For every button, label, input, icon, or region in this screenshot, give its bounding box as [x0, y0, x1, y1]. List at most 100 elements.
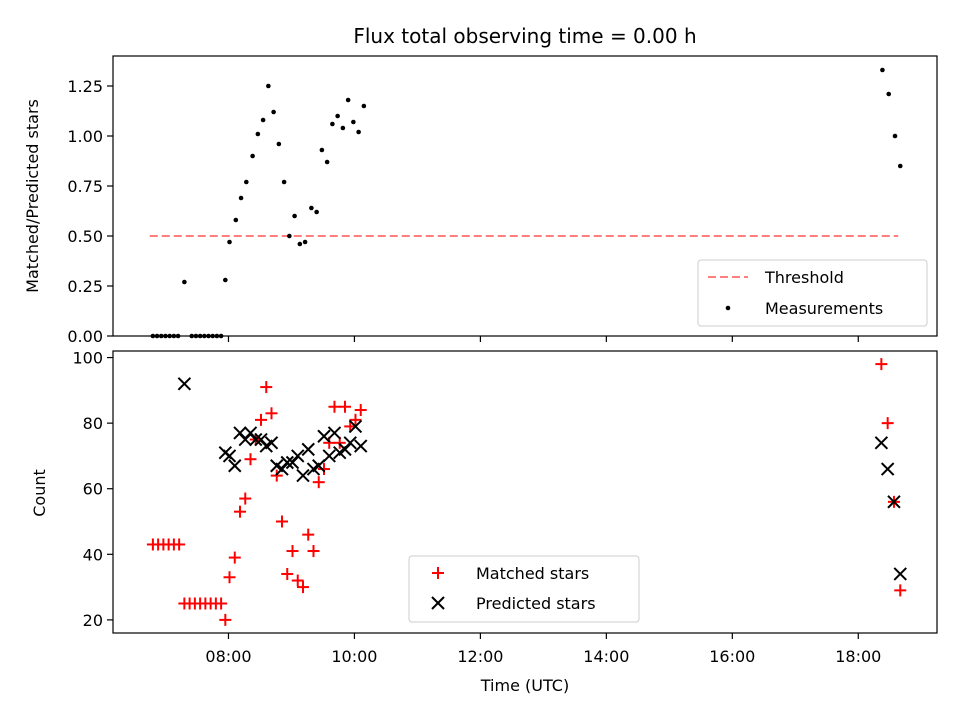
measurement-point — [271, 109, 276, 115]
measurement-point — [158, 333, 164, 339]
measurements-legend-label: Measurements — [765, 299, 883, 318]
y-tick-label: 0.25 — [67, 277, 103, 296]
matched-stars-point — [291, 574, 304, 587]
measurement-point — [167, 333, 172, 339]
ratio-plot-area — [149, 67, 903, 339]
count-y-axis-label: Count — [30, 469, 49, 517]
matched-stars-point — [302, 528, 315, 541]
matched-stars-point — [307, 545, 320, 558]
measurement-point — [214, 333, 220, 339]
ratio-y-ticks: 0.00 0.25 0.50 0.75 1.00 1.25 — [67, 77, 113, 346]
measurement-point — [897, 163, 903, 169]
predicted-stars-point — [291, 449, 305, 463]
y-tick-label: 0.50 — [67, 227, 103, 246]
matched-stars-point — [349, 413, 362, 426]
measurement-point — [206, 333, 211, 339]
ratio-legend-box — [697, 259, 928, 327]
predicted-stars-point — [322, 449, 336, 463]
x-tick-label: 12:00 — [457, 647, 503, 666]
measurement-point — [356, 129, 361, 135]
y-tick-label: 60 — [83, 480, 103, 499]
x-tick-label: 14:00 — [583, 647, 629, 666]
matched-stars-point — [244, 453, 257, 466]
ratio-legend: Threshold Measurements — [697, 259, 928, 327]
count-y-ticks: 20 40 60 80 100 — [72, 349, 113, 630]
measurement-point — [302, 239, 308, 245]
predicted-stars-point — [312, 459, 326, 473]
matched-stars-point — [173, 538, 186, 551]
y-tick-label: 100 — [72, 349, 103, 368]
threshold-legend-label: Threshold — [764, 268, 844, 287]
measurement-point — [340, 125, 346, 131]
matched-stars-point — [312, 476, 325, 489]
matched-stars-point — [328, 400, 341, 413]
count-legend: Matched stars Predicted stars — [408, 555, 640, 623]
measurement-point — [197, 333, 203, 339]
predicted-stars-point — [296, 468, 310, 483]
predicted-stars-point — [348, 419, 363, 434]
matched-stars-point — [881, 417, 894, 430]
measurement-point — [324, 159, 330, 165]
matched-stars-point — [219, 613, 232, 626]
matched-stars-point — [338, 400, 351, 413]
measurement-point — [361, 103, 367, 109]
ratio-panel: 0.00 0.25 0.50 0.75 1.00 1.25 Matched/Predict… — [23, 55, 938, 346]
measurement-point — [886, 91, 892, 97]
matched-stars-point — [215, 597, 228, 610]
measurement-point — [227, 239, 232, 245]
measurement-point — [255, 131, 261, 137]
measurement-point — [297, 241, 303, 247]
measurement-point — [175, 333, 181, 339]
matched-stars-point — [296, 581, 309, 594]
matched-stars-point — [255, 413, 268, 426]
measurement-point — [202, 333, 207, 339]
measurement-point — [150, 333, 156, 339]
matched-stars-point — [228, 551, 241, 564]
matched-stars-point — [875, 358, 888, 371]
y-tick-label: 80 — [83, 414, 103, 433]
matched-stars-point — [317, 463, 330, 476]
measurement-point — [163, 333, 168, 339]
predicted-stars-point — [301, 442, 315, 457]
y-tick-label: 0.75 — [67, 177, 103, 196]
measurement-point — [335, 113, 340, 119]
matched-stars-point — [894, 584, 907, 597]
measurement-point — [218, 333, 224, 339]
count-panel-frame — [112, 350, 938, 634]
y-tick-label: 1.25 — [67, 77, 103, 96]
count-panel: 20 40 60 80 100 08:00 10:00 12:00 14:00 16:00 18:… — [30, 349, 938, 695]
chart-title: Flux total observing time = 0.00 h — [353, 24, 696, 48]
count-legend-box — [408, 555, 640, 623]
measurement-point — [210, 333, 216, 339]
y-tick-label: 0.00 — [67, 327, 103, 346]
measurement-point — [266, 83, 271, 89]
predicted-stars-point — [354, 439, 368, 453]
predicted-stars-point — [264, 436, 279, 450]
measurement-point — [260, 117, 266, 123]
matched-stars-point — [286, 545, 299, 558]
matched-stars-point — [281, 567, 294, 580]
matched-stars-point — [234, 505, 247, 518]
matched-stars-point — [260, 381, 273, 394]
measurement-point — [892, 133, 898, 139]
matched-stars-point — [239, 492, 252, 505]
predicted-stars-point — [317, 429, 331, 443]
count-plot-area — [146, 358, 907, 626]
x-tick-label: 18:00 — [835, 647, 881, 666]
ratio-y-axis-label: Matched/Predicted stars — [23, 99, 42, 293]
measurement-point — [292, 213, 297, 219]
measurement-point — [880, 67, 885, 73]
matched-stars-point — [265, 407, 278, 420]
predicted-stars-point — [327, 426, 342, 440]
measurement-point — [250, 153, 255, 159]
count-x-ticks: 08:00 10:00 12:00 14:00 16:00 18:00 — [205, 633, 881, 666]
measurement-point — [319, 147, 325, 153]
measurement-point — [154, 333, 160, 339]
predicted-stars-point — [343, 436, 357, 450]
measurement-point — [345, 97, 351, 103]
ratio-x-ticks — [227, 336, 859, 342]
predicted-stars-point — [222, 449, 237, 463]
measurement-point — [244, 179, 249, 185]
predicted-stars-point — [893, 567, 907, 581]
measurement-point — [287, 233, 292, 239]
